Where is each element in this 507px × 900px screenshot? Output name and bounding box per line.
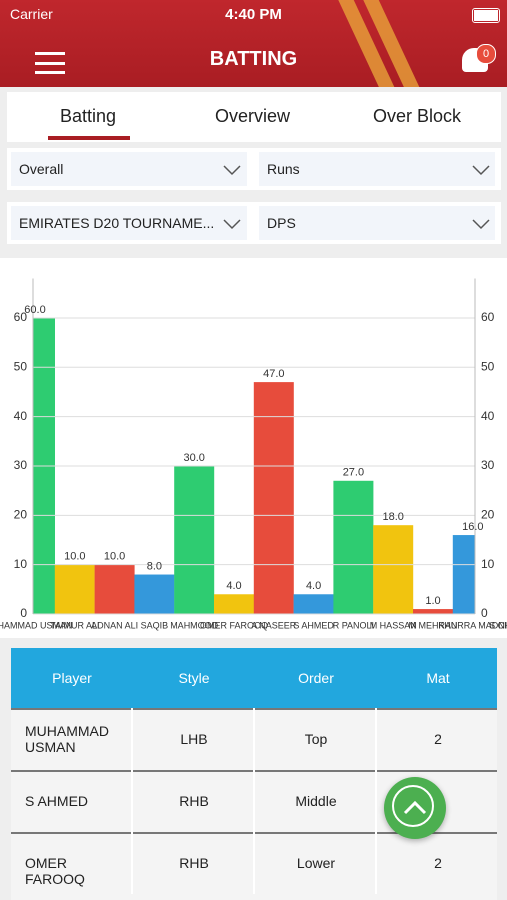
data-label: 60.0 (24, 304, 45, 316)
table-cell: RHB (179, 793, 209, 809)
bar (94, 564, 135, 614)
data-label: 27.0 (343, 467, 364, 479)
data-label: 16.0 (462, 521, 483, 533)
table-cell: 2 (434, 731, 442, 747)
filter-row: EMIRATES D20 TOURNAME... DPS (7, 202, 501, 244)
column-divider (375, 832, 377, 894)
y2-tick-label: 40 (481, 409, 495, 423)
column-header: Player (52, 670, 92, 686)
bar (293, 594, 334, 614)
table-cell: LHB (180, 731, 208, 747)
y-tick-label: 20 (14, 507, 28, 521)
column-header: Order (298, 670, 334, 686)
column-divider (131, 708, 133, 770)
table-cell: OMER FAROOQ (25, 855, 85, 887)
y2-tick-label: 50 (481, 359, 495, 373)
table-cell: Middle (295, 793, 337, 809)
x-tick-label: S AHMED (293, 620, 334, 630)
column-header: Mat (426, 670, 450, 686)
y2-tick-label: 20 (481, 507, 495, 521)
data-label: 4.0 (306, 580, 321, 592)
data-label: 8.0 (147, 560, 162, 572)
data-label: 47.0 (263, 368, 284, 380)
column-divider (131, 770, 133, 832)
dropdown[interactable]: DPS (259, 206, 495, 240)
y-tick-label: 30 (14, 458, 28, 472)
dropdown[interactable]: Runs (259, 152, 495, 186)
bar (174, 465, 215, 614)
carrier: Carrier (10, 6, 53, 22)
tab-bar: Batting Overview Over Block (7, 92, 501, 142)
dropdown[interactable]: EMIRATES D20 TOURNAME... (11, 206, 247, 240)
y-tick-label: 50 (14, 359, 28, 373)
tab[interactable]: Overview (215, 106, 291, 126)
data-label: 10.0 (104, 551, 125, 563)
column-divider (253, 770, 255, 832)
bar (54, 564, 95, 614)
dropdown[interactable]: Overall (11, 152, 247, 186)
bar (413, 609, 453, 614)
y-tick-label: 40 (14, 409, 28, 423)
x-tick-label: TAIMUR ALI (50, 620, 99, 630)
y-tick-label: 10 (14, 557, 28, 571)
data-label: 1.0 (425, 595, 440, 607)
x-tick-label: OMER FAROOQ (200, 620, 268, 630)
table-cell: 2 (434, 855, 442, 871)
data-label: 4.0 (226, 580, 241, 592)
column-divider (375, 770, 377, 832)
table-cell: Lower (296, 855, 336, 871)
table-cell: S AHMED (25, 793, 89, 809)
x-tick-label: SAQIB (141, 620, 169, 630)
column-divider (131, 832, 133, 894)
tab[interactable]: Batting (60, 106, 117, 126)
tab-indicator (48, 136, 130, 140)
filter-row: Overall Runs (7, 148, 501, 190)
column-divider (253, 832, 255, 894)
page-title: BATTING (209, 48, 298, 70)
table-cell: RHB (179, 855, 209, 871)
chevron (223, 165, 490, 230)
menu-button[interactable] (35, 52, 65, 74)
y2-tick-label: 0 (481, 606, 488, 620)
battery (472, 8, 500, 23)
column-divider (375, 708, 377, 770)
table-cell: Top (304, 731, 328, 747)
x-tick-label: HAMMAD USMAN (0, 620, 73, 630)
x-tick-label: A NASEER (251, 620, 297, 630)
x-tick-label: S CHEEMA (489, 620, 507, 630)
scroll-top-button[interactable] (384, 777, 446, 839)
bar (253, 382, 294, 614)
bar (373, 525, 414, 614)
table: Player Style Order Mat MUHAMMAD USMAN LHB Top 2… (11, 648, 497, 900)
bar (452, 535, 475, 614)
table-header (11, 648, 497, 708)
bar (134, 574, 175, 614)
table-cell: MUHAMMAD USMAN (25, 723, 109, 755)
dropdown-arrows (223, 165, 490, 230)
y-tick-label: 60 (14, 310, 28, 324)
x-tick-label: MAHMOOD (170, 620, 218, 630)
header: Carrier 4:40 PM BATTING 0 (0, 0, 507, 87)
y-tick-label: 0 (20, 606, 27, 620)
x-tick-label: R PANOLI (333, 620, 374, 630)
column-divider (253, 708, 255, 770)
x-tick-label: KHURRA MADNI (438, 620, 507, 630)
time: 4:40 PM (225, 6, 282, 23)
column-header: Style (178, 670, 210, 686)
x-tick-label: ADNAN ALI (91, 620, 138, 630)
bar (333, 480, 374, 614)
tab[interactable]: Over Block (373, 106, 462, 126)
data-label: 10.0 (64, 551, 85, 563)
x-tick-label: M MEHRAN (409, 620, 458, 630)
y2-tick-label: 10 (481, 557, 495, 571)
chart: 0 10 20 30 40 50 60 0 10 20 30 40 50 60 HAMMAD USMAN 60… (0, 258, 507, 638)
bar (214, 594, 254, 614)
y2-tick-label: 30 (481, 458, 495, 472)
y2-tick-label: 60 (481, 310, 495, 324)
data-label: 30.0 (183, 452, 204, 464)
data-label: 18.0 (382, 511, 403, 523)
x-tick-label: M HASSAN (370, 620, 417, 630)
notification-badge: 0 (476, 44, 496, 64)
